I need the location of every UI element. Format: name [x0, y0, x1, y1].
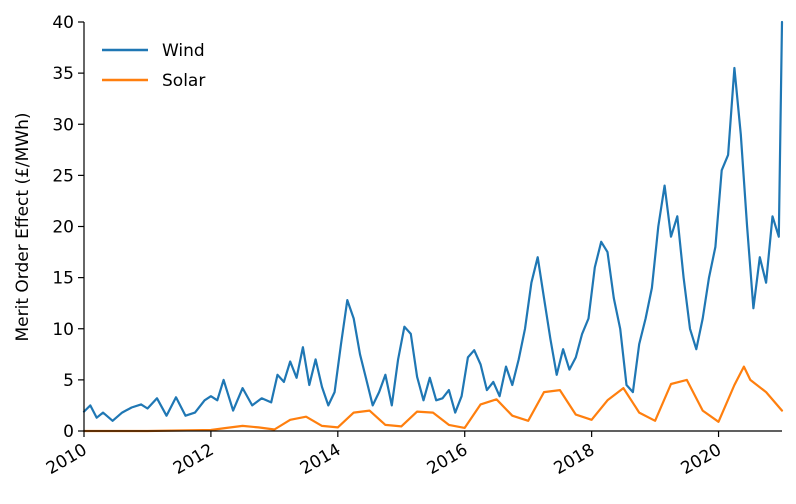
x-tick-label: 2010	[43, 440, 90, 479]
y-tick-label: 20	[52, 218, 74, 238]
legend: Wind Solar	[102, 41, 205, 91]
y-tick-label: 25	[52, 166, 74, 186]
x-tick-label: 2018	[551, 440, 598, 479]
y-tick-label: 5	[63, 371, 74, 391]
legend-label-wind: Wind	[162, 41, 205, 61]
y-axis-title: Merit Order Effect (£/MWh)	[13, 112, 33, 341]
y-tick-label: 15	[52, 269, 74, 289]
series-line-solar	[82, 365, 784, 433]
y-tick-label: 40	[52, 13, 74, 33]
y-tick-label: 30	[52, 115, 74, 135]
y-tick-label: 0	[63, 422, 74, 442]
series-line-wind	[82, 20, 784, 422]
x-tick-label: 2016	[424, 440, 471, 479]
x-tick-label: 2014	[297, 440, 344, 479]
x-axis: 2010 2012 2014 2016 2018 2020	[43, 430, 782, 479]
legend-label-solar: Solar	[162, 71, 205, 91]
y-tick-label: 35	[52, 64, 74, 84]
x-tick-label: 2020	[678, 440, 725, 479]
plot-area	[82, 20, 784, 433]
y-axis: 0 5 10 15 20 25 30 35 40	[52, 13, 85, 442]
x-tick-label: 2012	[170, 440, 217, 479]
y-tick-label: 10	[52, 320, 74, 340]
